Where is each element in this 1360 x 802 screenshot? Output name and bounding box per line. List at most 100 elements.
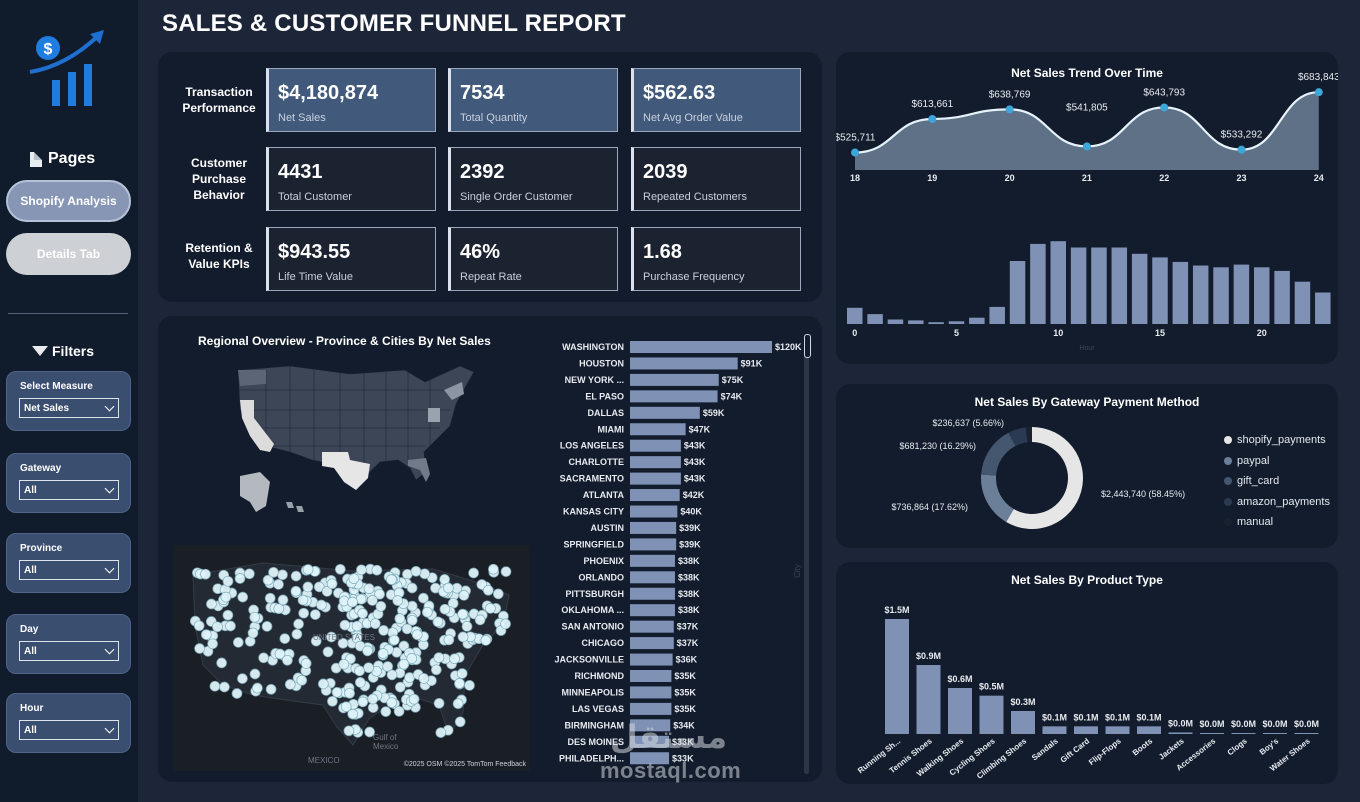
measure-dropdown[interactable]: Net Sales [19, 398, 119, 418]
hour-bar[interactable] [1274, 270, 1290, 324]
city-bubble[interactable] [354, 677, 366, 688]
city-bar[interactable] [630, 472, 681, 485]
city-bubble[interactable] [406, 614, 418, 626]
city-bubble[interactable] [327, 695, 338, 707]
city-bar[interactable] [630, 456, 681, 469]
city-bubble[interactable] [386, 669, 398, 681]
city-bubble[interactable] [268, 566, 279, 578]
city-bubble[interactable] [394, 613, 406, 624]
city-bubble[interactable] [340, 701, 352, 713]
city-bubble[interactable] [293, 618, 304, 630]
city-bubble[interactable] [480, 635, 492, 646]
hour-bar[interactable] [1091, 247, 1107, 325]
city-bar[interactable] [630, 521, 677, 534]
city-bubble[interactable] [452, 698, 464, 710]
kpi-card-net-sales[interactable]: $4,180,874 Net Sales [266, 68, 436, 132]
city-bubble[interactable] [378, 625, 389, 636]
city-bubble[interactable] [326, 631, 337, 643]
city-bubble[interactable] [362, 645, 373, 657]
city-bubble[interactable] [237, 673, 248, 684]
kpi-card-life-time-value[interactable]: $943.55 Life Time Value [266, 227, 436, 291]
city-bubble[interactable] [377, 648, 389, 659]
hour-bar[interactable] [1233, 264, 1250, 324]
city-bubble[interactable] [309, 609, 321, 620]
city-bar[interactable] [630, 686, 672, 699]
shopify-analysis-button[interactable]: Shopify Analysis [6, 180, 131, 222]
kpi-card-purchase-frequency[interactable]: 1.68 Purchase Frequency [631, 227, 801, 291]
city-bubble[interactable] [262, 574, 274, 586]
city-bubble[interactable] [232, 637, 244, 648]
city-bubble[interactable] [321, 586, 333, 597]
hour-bar[interactable] [948, 321, 965, 324]
city-bubble[interactable] [209, 680, 221, 692]
city-bubble[interactable] [418, 592, 429, 604]
city-bubble[interactable] [216, 657, 227, 669]
product-bar[interactable] [1231, 733, 1256, 734]
city-bar[interactable] [630, 357, 738, 370]
city-bubble[interactable] [500, 566, 512, 577]
kpi-card-repeat-rate[interactable]: 46% Repeat Rate [448, 227, 618, 291]
city-bar[interactable] [630, 604, 675, 617]
city-bubble[interactable] [212, 621, 223, 633]
city-bubble[interactable] [298, 607, 310, 619]
city-bubble[interactable] [347, 708, 359, 720]
hour-bar[interactable] [1070, 247, 1087, 325]
city-bubble-map[interactable]: UNITED STATES Gulf of Mexico MEXICO ©202… [173, 545, 530, 771]
donut-slice[interactable] [981, 474, 1014, 522]
city-bar[interactable] [630, 423, 686, 436]
hour-bar[interactable] [1050, 241, 1067, 324]
donut-slice[interactable] [981, 432, 1016, 476]
city-bubble[interactable] [282, 654, 293, 666]
city-bubble[interactable] [394, 681, 406, 693]
map-region-california[interactable] [240, 400, 274, 452]
city-bubble[interactable] [249, 668, 261, 680]
city-bubble[interactable] [492, 588, 504, 600]
trend-point[interactable] [1005, 105, 1014, 114]
map-region-alaska[interactable] [240, 472, 270, 512]
city-bar[interactable] [630, 587, 675, 600]
hour-bar[interactable] [969, 317, 985, 324]
city-bubble[interactable] [382, 661, 394, 672]
city-bubble[interactable] [482, 584, 494, 596]
city-bubble[interactable] [206, 598, 217, 610]
map-region-washington[interactable] [238, 370, 266, 386]
hour-bar[interactable] [1213, 267, 1229, 324]
city-bubble[interactable] [297, 594, 309, 606]
city-bubble[interactable] [222, 609, 234, 621]
city-bubble[interactable] [367, 595, 378, 606]
day-dropdown[interactable]: All [19, 641, 119, 661]
hour-dropdown[interactable]: All [19, 720, 119, 740]
legend-item[interactable]: shopify_payments [1224, 430, 1330, 451]
product-bar[interactable] [1200, 733, 1224, 734]
product-bar[interactable] [1294, 733, 1319, 734]
city-bubble[interactable] [302, 564, 314, 575]
city-bubble[interactable] [339, 619, 351, 631]
hour-bar[interactable] [1172, 261, 1189, 324]
city-bubble[interactable] [264, 592, 276, 604]
city-bubble[interactable] [225, 620, 236, 632]
hour-bar[interactable] [928, 322, 944, 324]
city-bubble[interactable] [347, 596, 358, 608]
city-bubble[interactable] [369, 618, 381, 630]
city-bubble[interactable] [234, 573, 246, 584]
city-bubble[interactable] [244, 568, 255, 580]
city-bubble[interactable] [351, 620, 363, 632]
city-bubble[interactable] [386, 574, 397, 585]
city-bar[interactable] [630, 390, 718, 403]
city-bubble[interactable] [421, 606, 433, 618]
city-bubble[interactable] [273, 579, 284, 590]
product-bar[interactable] [916, 665, 941, 734]
legend-item[interactable]: amazon_payments [1224, 492, 1330, 513]
city-bubble[interactable] [474, 614, 486, 626]
city-bubble[interactable] [443, 582, 454, 594]
city-bar[interactable] [630, 373, 719, 386]
city-bubble[interactable] [357, 608, 368, 619]
trend-point[interactable] [1160, 103, 1169, 112]
city-bubble[interactable] [392, 595, 404, 606]
product-bar[interactable] [948, 688, 972, 734]
city-bubble[interactable] [258, 652, 269, 664]
city-bubble[interactable] [322, 646, 334, 658]
product-bar[interactable] [1137, 726, 1161, 734]
city-bubble[interactable] [357, 696, 369, 708]
city-bubble[interactable] [344, 687, 355, 699]
